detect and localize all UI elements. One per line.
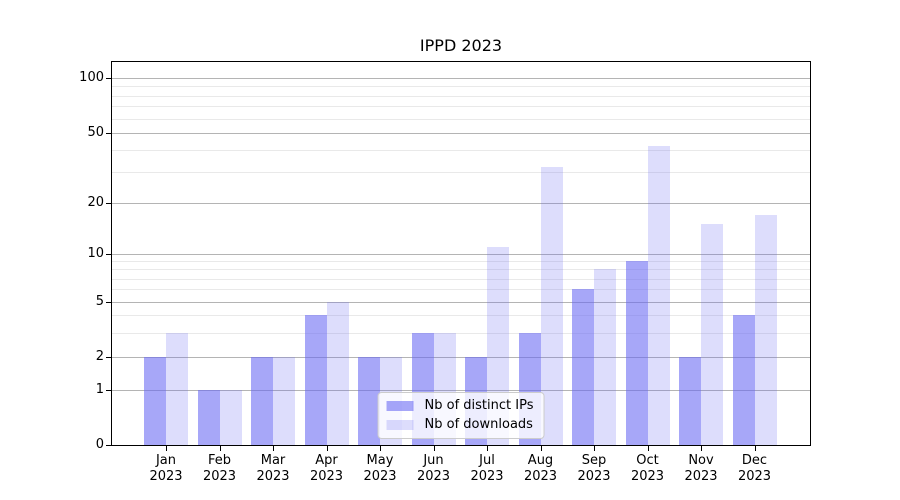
bar-downloads-dec bbox=[754, 214, 777, 445]
xtick-label-oct: Oct 2023 bbox=[630, 453, 665, 484]
bar-downloads-aug bbox=[540, 167, 563, 445]
ytick-mark-0 bbox=[106, 445, 111, 446]
ytick-label-1: 1 bbox=[95, 382, 104, 397]
legend: Nb of distinct IPs Nb of downloads bbox=[377, 392, 545, 439]
xtick-label-nov: Nov 2023 bbox=[684, 453, 718, 484]
ytick-label-20: 20 bbox=[87, 195, 104, 210]
bar-downloads-nov bbox=[701, 224, 723, 445]
bar-distinct-ips-jan bbox=[144, 357, 166, 445]
ytick-mark-5 bbox=[106, 302, 111, 303]
gridline-major-100 bbox=[112, 78, 810, 79]
xtick-label-feb: Feb 2023 bbox=[202, 453, 237, 484]
xtick-label-apr: Apr 2023 bbox=[309, 453, 344, 484]
xtick-mark-apr bbox=[326, 446, 328, 451]
ytick-label-0: 0 bbox=[95, 437, 104, 452]
bar-downloads-sep bbox=[594, 269, 616, 445]
chart-title: IPPD 2023 bbox=[419, 36, 503, 55]
bar-downloads-feb bbox=[219, 390, 242, 445]
gridline-major-20 bbox=[112, 203, 810, 204]
gridline-minor-90 bbox=[112, 86, 810, 88]
xtick-mark-aug bbox=[540, 446, 542, 451]
ytick-mark-100 bbox=[106, 78, 111, 79]
xtick-mark-mar bbox=[273, 446, 274, 451]
gridline-minor-70 bbox=[112, 106, 810, 108]
xtick-label-aug: Aug 2023 bbox=[523, 453, 558, 484]
gridline-minor-60 bbox=[112, 118, 810, 120]
xtick-label-jul: Jul 2023 bbox=[470, 453, 504, 484]
xtick-label-may: May 2023 bbox=[363, 453, 397, 484]
legend-label-distinct-ips: Nb of distinct IPs bbox=[424, 398, 534, 413]
gridline-minor-3 bbox=[112, 332, 810, 334]
ytick-label-50: 50 bbox=[87, 125, 104, 140]
bar-downloads-jan bbox=[166, 332, 188, 445]
bar-distinct-ips-mar bbox=[251, 357, 273, 445]
ytick-mark-1 bbox=[106, 390, 111, 391]
gridline-minor-8 bbox=[112, 269, 810, 271]
bar-distinct-ips-nov bbox=[679, 357, 701, 445]
legend-item-distinct-ips: Nb of distinct IPs bbox=[386, 398, 534, 414]
xtick-mark-oct bbox=[647, 446, 649, 451]
gridline-major-2 bbox=[112, 357, 810, 358]
xtick-label-jun: Jun 2023 bbox=[416, 453, 451, 484]
xtick-mark-nov bbox=[701, 446, 702, 451]
xtick-label-sep: Sep 2023 bbox=[577, 453, 611, 484]
bar-distinct-ips-sep bbox=[572, 289, 594, 445]
ytick-label-2: 2 bbox=[95, 349, 104, 364]
xtick-label-mar: Mar 2023 bbox=[256, 453, 290, 484]
bar-downloads-mar bbox=[273, 357, 295, 445]
bar-distinct-ips-oct bbox=[625, 261, 648, 445]
gridline-minor-9 bbox=[112, 261, 810, 263]
ytick-mark-50 bbox=[106, 133, 111, 134]
bar-distinct-ips-may bbox=[358, 357, 380, 445]
legend-item-downloads: Nb of downloads bbox=[386, 417, 534, 433]
gridline-major-1 bbox=[112, 390, 810, 391]
bar-distinct-ips-dec bbox=[732, 315, 755, 445]
ytick-label-10: 10 bbox=[87, 246, 104, 261]
gridline-major-5 bbox=[112, 302, 810, 303]
bar-distinct-ips-apr bbox=[304, 315, 327, 445]
plot-area: Nb of distinct IPs Nb of downloads bbox=[111, 61, 811, 446]
xtick-mark-jan bbox=[166, 446, 167, 451]
xtick-label-dec: Dec 2023 bbox=[737, 453, 772, 484]
xtick-label-jan: Jan 2023 bbox=[149, 453, 183, 484]
gridline-minor-7 bbox=[112, 278, 810, 280]
legend-label-downloads: Nb of downloads bbox=[424, 417, 533, 432]
ytick-label-100: 100 bbox=[79, 70, 104, 85]
gridline-minor-30 bbox=[112, 172, 810, 173]
gridline-minor-6 bbox=[112, 289, 810, 291]
ytick-mark-20 bbox=[106, 203, 111, 204]
xtick-mark-feb bbox=[219, 446, 221, 451]
xtick-mark-jul bbox=[487, 446, 488, 451]
gridline-major-10 bbox=[112, 254, 810, 255]
legend-swatch-distinct-ips bbox=[386, 401, 414, 411]
ytick-mark-10 bbox=[106, 254, 111, 255]
bar-downloads-oct bbox=[647, 146, 670, 445]
xtick-mark-may bbox=[380, 446, 381, 451]
gridline-minor-40 bbox=[112, 150, 810, 151]
gridline-major-50 bbox=[112, 133, 810, 134]
gridline-minor-80 bbox=[112, 95, 810, 97]
bar-distinct-ips-feb bbox=[197, 390, 220, 445]
bar-downloads-apr bbox=[326, 302, 349, 445]
xtick-mark-sep bbox=[594, 446, 595, 451]
ytick-label-5: 5 bbox=[95, 294, 104, 309]
xtick-mark-dec bbox=[754, 446, 756, 451]
gridline-minor-4 bbox=[112, 315, 810, 317]
legend-swatch-downloads bbox=[386, 420, 414, 430]
xtick-mark-jun bbox=[433, 446, 435, 451]
ytick-mark-2 bbox=[106, 357, 111, 358]
